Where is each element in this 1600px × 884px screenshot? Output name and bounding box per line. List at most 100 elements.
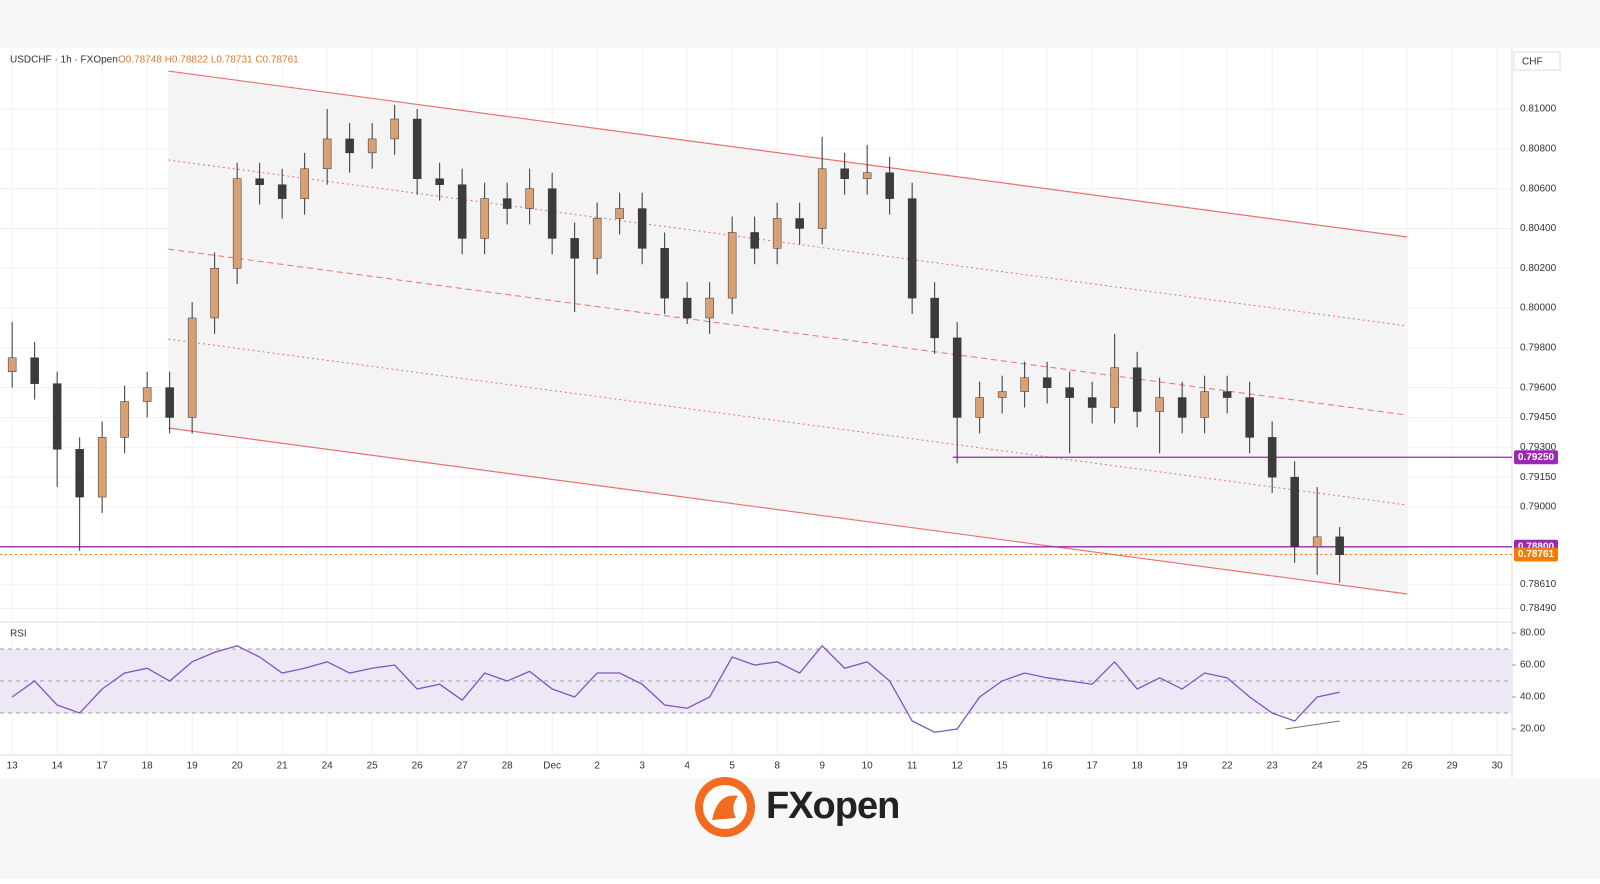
y-tick-label: 0.80400 [1520,223,1557,234]
candle-body [907,198,917,299]
y-tick-label: 0.80200 [1520,263,1557,274]
price-label: 0.78761 [1518,549,1555,560]
candle-body [1132,367,1142,412]
candle-body [142,387,152,402]
x-tick-label: 24 [1312,761,1324,772]
candle-body [1222,391,1232,398]
candle-body [120,401,129,438]
x-tick-label: 13 [7,761,19,772]
x-tick-label: Dec [543,761,561,772]
candle-body [1290,476,1299,548]
x-tick-label: 18 [1132,761,1144,772]
candle-body [525,188,534,209]
x-tick-label: 16 [1042,761,1054,772]
price-label-box [1514,547,1558,562]
candle-body [390,118,399,140]
candle-body [885,172,894,199]
x-tick-label: 23 [1267,761,1279,772]
x-tick-label: 3 [639,761,645,772]
x-tick-label: 20 [232,761,244,772]
x-tick-label: 19 [1177,761,1189,772]
candle-body [1110,367,1119,408]
price-label: 0.78800 [1518,541,1555,552]
candle-body [1312,536,1322,548]
y-tick-label: 0.80600 [1520,183,1557,194]
y-tick-label: 0.79600 [1520,382,1557,393]
candle-body [1155,397,1164,412]
x-tick-label: 18 [142,761,154,772]
x-tick-label: 26 [1402,761,1414,772]
candle-body [277,184,287,199]
x-tick-label: 9 [819,761,825,772]
x-tick-label: 27 [457,761,469,772]
price-label-box [1514,450,1558,465]
candle-body [30,357,39,384]
x-tick-label: 12 [952,761,964,772]
rsi-divergence [1285,720,1340,730]
y-tick-label: 0.79150 [1520,472,1557,483]
y-tick-label: 0.80800 [1520,144,1557,155]
candle-body [75,449,84,498]
candle-body [97,437,107,498]
candle-body [300,168,309,199]
rsi-band [0,649,1512,714]
y-tick-label: 0.79800 [1520,342,1557,353]
x-tick-label: 17 [97,761,109,772]
candle-body [1245,397,1254,438]
bottom-band [0,778,1600,879]
rsi-tick-label: 20.00 [1520,724,1545,735]
y-tick-label: 0.80000 [1520,303,1557,314]
x-tick-label: 21 [277,761,289,772]
candle-body [187,317,197,418]
x-tick-label: 26 [412,761,424,772]
candle-body [1335,536,1344,556]
y-tick-label: 0.78490 [1520,603,1557,614]
x-tick-label: 11 [907,761,918,772]
candle-body [840,168,849,179]
y-tick-label: 0.79300 [1520,442,1557,453]
candle-body [232,178,242,269]
candle-body [52,383,62,450]
candle-body [997,391,1007,398]
x-tick-label: 4 [684,761,690,772]
candle-body [1042,377,1052,388]
candle-body [930,297,939,339]
price-label: 0.79250 [1518,452,1555,463]
candle-body [592,218,602,259]
trend-line [168,427,1408,595]
rsi-tick-label: 60.00 [1520,660,1545,671]
candle-body [750,232,759,249]
plot [0,70,1512,733]
logo-bull [712,795,738,820]
candle-body [615,208,624,219]
trend-line [168,159,1408,327]
trend-line [168,338,1408,506]
candle-body [1065,387,1074,398]
candle-body [1020,377,1029,392]
candle-body [1267,437,1277,478]
x-tick-label: 5 [729,761,735,772]
candle-body [975,397,984,418]
candle-body [1200,391,1209,418]
unit-box [1513,51,1561,71]
candle-body [480,198,489,239]
x-tick-label: 30 [1492,761,1504,772]
candle-body [7,357,17,372]
y-tick-label: 0.79450 [1520,412,1557,423]
candle-body [817,168,827,229]
symbol: USDCHF · 1h · FXOpen [10,55,118,66]
candle-body [367,138,377,154]
candle-body [637,208,647,249]
candle-body [660,248,669,299]
candle-body [547,188,557,239]
ohlc-text: O0.78748 H0.78822 L0.78731 C0.78761 [118,55,299,66]
brand: FXopen [766,785,899,827]
top-band [0,0,1600,48]
rsi-tick-label: 40.00 [1520,692,1545,703]
trend-line [168,248,1408,416]
candle-body [570,238,579,259]
rsi-line [11,644,1340,733]
x-tick-label: 25 [1357,761,1369,772]
x-tick-label: 28 [502,761,514,772]
